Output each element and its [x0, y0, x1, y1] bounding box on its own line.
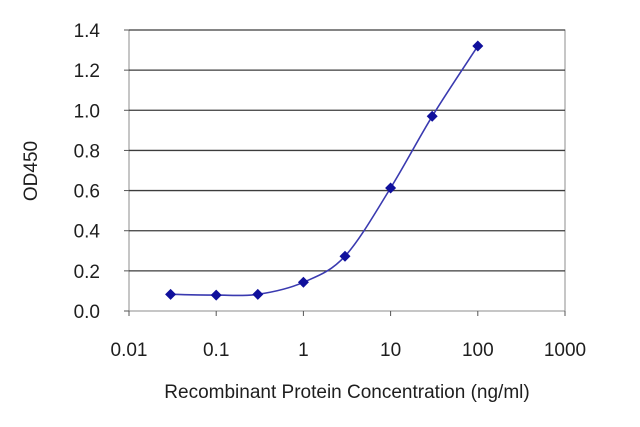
x-tick-label: 1000: [544, 340, 586, 361]
y-tick-label: 0.6: [74, 182, 100, 203]
data-points: [165, 40, 484, 301]
y-tick-label: 1.4: [74, 21, 101, 42]
data-point: [252, 288, 264, 300]
data-point: [426, 110, 438, 122]
data-point: [472, 40, 484, 52]
y-tick-label: 0.8: [74, 141, 100, 162]
data-point: [385, 182, 397, 194]
y-tick-label: 0.2: [74, 262, 100, 283]
gridlines: [129, 29, 565, 272]
x-tick-label: 0.1: [203, 340, 229, 361]
y-tick-label: 1.2: [74, 61, 100, 82]
data-point: [339, 250, 351, 262]
x-axis-title: Recombinant Protein Concentration (ng/ml…: [164, 382, 529, 403]
y-axis-title: OD450: [21, 141, 42, 201]
data-point: [297, 276, 309, 288]
x-tick-label: 0.01: [111, 340, 148, 361]
data-point: [165, 288, 177, 300]
x-tick-label: 100: [462, 340, 494, 361]
x-tick-label: 1: [298, 340, 309, 361]
y-axis-ticks: 0.0 0.2 0.4 0.6 0.8 1.0 1.2 1.4: [74, 21, 129, 323]
data-point: [210, 289, 222, 301]
x-tick-label: 10: [380, 340, 401, 361]
y-tick-label: 0.4: [74, 222, 101, 243]
y-tick-label: 0.0: [74, 302, 100, 323]
plot-area: [128, 29, 566, 312]
x-axis-ticks: 0.01 0.1 1 10 100 1000: [111, 311, 586, 361]
y-tick-label: 1.0: [74, 101, 100, 122]
